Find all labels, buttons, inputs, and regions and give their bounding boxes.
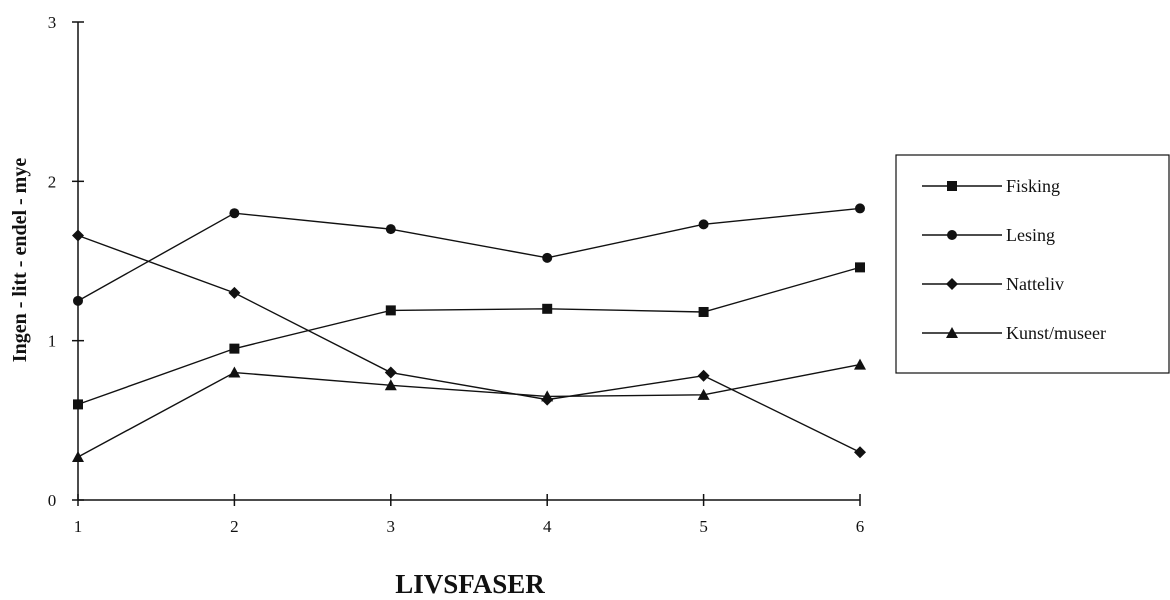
data-point-square	[698, 306, 709, 317]
axes	[77, 22, 860, 501]
series-layer	[72, 203, 866, 462]
y-axis-title: Ingen - litt - endel - mye	[9, 158, 31, 363]
data-point-diamond	[72, 229, 84, 242]
data-point-square	[385, 305, 396, 316]
series-line	[77, 207, 861, 302]
data-point-square	[542, 303, 553, 314]
y-tick-label: 2	[48, 172, 57, 191]
legend-label: Kunst/museer	[1006, 323, 1106, 343]
data-point-square	[73, 399, 83, 410]
data-point-triangle	[384, 379, 397, 391]
x-tick-label: 3	[387, 517, 396, 536]
data-point-diamond	[854, 446, 866, 459]
legend-marker-triangle	[946, 327, 958, 338]
data-point-triangle	[72, 450, 84, 462]
legend-item: Lesing	[922, 225, 1055, 245]
data-point-diamond	[228, 286, 241, 299]
y-axis-ticks: 0 1 2 3	[48, 13, 84, 510]
data-point-triangle	[228, 366, 241, 378]
x-tick-label: 5	[699, 517, 708, 536]
legend-item: Kunst/museer	[922, 323, 1106, 343]
legend-marker-diamond	[946, 278, 958, 290]
data-point-triangle	[697, 388, 710, 400]
x-tick-label: 1	[74, 517, 83, 536]
series-fisking	[73, 262, 865, 410]
data-point-circle	[229, 208, 240, 219]
legend-label: Natteliv	[1006, 274, 1064, 294]
x-axis-title: LIVSFASER	[395, 569, 545, 599]
data-point-diamond	[697, 369, 710, 382]
x-tick-label: 4	[543, 517, 552, 536]
data-point-triangle	[854, 358, 866, 370]
data-point-circle	[855, 203, 865, 214]
data-point-square	[229, 343, 240, 354]
series-line	[77, 234, 861, 453]
legend-label: Fisking	[1006, 176, 1060, 196]
legend-marker-square	[947, 181, 957, 191]
series-kunst-museer	[72, 358, 866, 462]
data-point-circle	[385, 224, 396, 235]
legend-item: Fisking	[922, 176, 1060, 196]
data-point-square	[855, 262, 865, 273]
data-point-circle	[698, 219, 709, 230]
x-axis-ticks: 1 2 3 4 5 6	[74, 494, 865, 536]
data-point-triangle	[541, 390, 554, 402]
legend-box	[895, 154, 1170, 374]
legend: Fisking Lesing Natteliv Kunst/museer	[895, 154, 1170, 374]
data-point-diamond	[384, 366, 397, 379]
legend-label: Lesing	[1006, 225, 1055, 245]
data-point-circle	[73, 295, 83, 306]
series-line	[77, 363, 861, 458]
data-point-circle	[542, 252, 553, 263]
y-tick-label: 3	[48, 13, 57, 32]
x-tick-label: 6	[856, 517, 865, 536]
series-lesing	[73, 203, 865, 306]
x-tick-label: 2	[230, 517, 239, 536]
legend-marker-circle	[947, 230, 957, 240]
y-tick-label: 0	[48, 491, 57, 510]
series-line	[77, 266, 861, 406]
series-natteliv	[72, 229, 866, 459]
legend-item: Natteliv	[922, 274, 1064, 294]
y-tick-label: 1	[48, 332, 57, 351]
